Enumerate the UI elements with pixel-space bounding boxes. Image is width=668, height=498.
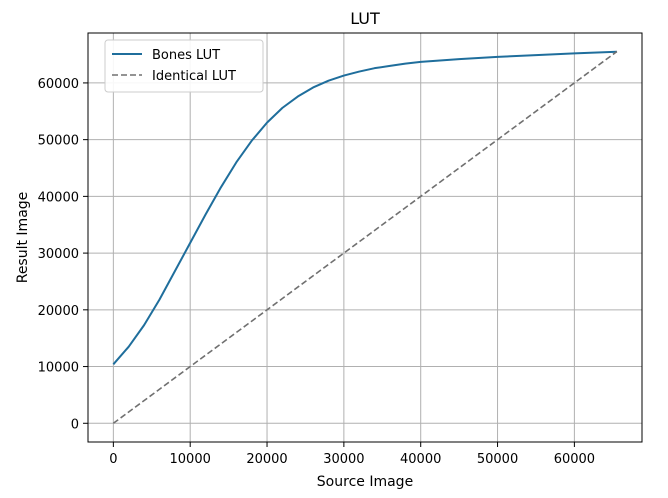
x-tick-label: 30000 — [323, 452, 364, 467]
series-line-0 — [112, 50, 617, 365]
x-tick-label: 60000 — [554, 452, 595, 467]
chart-title: LUT — [350, 9, 380, 28]
y-tick-label: 50000 — [38, 134, 79, 149]
y-tick-label: 10000 — [38, 361, 79, 376]
legend: Bones LUT Identical LUT — [104, 39, 264, 93]
y-tick-label: 60000 — [38, 77, 79, 92]
x-tick-label: 50000 — [477, 452, 518, 467]
legend-label-1: Identical LUT — [152, 69, 236, 84]
axis-ticks: 0 10000 20000 30000 40000 50000 60000 0 10000 200… — [38, 77, 595, 467]
x-tick-label: 0 — [109, 452, 117, 467]
y-tick-label: 30000 — [38, 247, 79, 262]
x-axis-label: Source Image — [317, 474, 413, 490]
x-tick-label: 10000 — [170, 452, 211, 467]
y-axis-label: Result Image — [15, 192, 31, 284]
legend-box — [104, 39, 264, 93]
y-tick-label: 40000 — [38, 190, 79, 205]
legend-label-0: Bones LUT — [152, 48, 220, 63]
x-tick-label: 20000 — [246, 452, 287, 467]
plot-area-frame — [87, 32, 643, 443]
series-line-1 — [112, 50, 618, 424]
grid — [88, 33, 642, 442]
x-tick-label: 40000 — [400, 452, 441, 467]
plot-lines — [112, 50, 618, 424]
y-tick-label: 0 — [71, 417, 79, 432]
y-tick-label: 20000 — [38, 304, 79, 319]
